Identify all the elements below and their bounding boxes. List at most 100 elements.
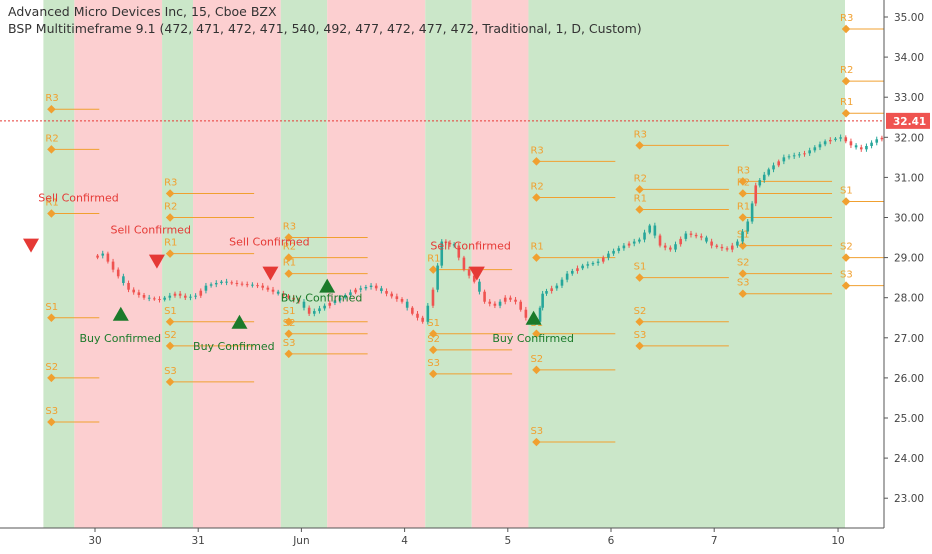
candle-body-64 xyxy=(426,305,430,322)
pivot-label-40: R3 xyxy=(840,13,853,24)
candle-body-131 xyxy=(758,180,762,186)
session-band-5 xyxy=(327,0,426,528)
sell-arrow-icon xyxy=(468,266,485,281)
pivot-label-39: S3 xyxy=(737,278,750,289)
pivot-marker-38 xyxy=(738,269,748,278)
candle-body-110 xyxy=(653,225,657,236)
candle-body-149 xyxy=(849,141,853,146)
pivot-marker-8 xyxy=(165,249,175,258)
price-tick-label-8: 31.00 xyxy=(894,172,924,184)
pivot-label-12: R3 xyxy=(283,222,296,233)
candle-body-26 xyxy=(230,282,234,284)
sell-signal-label-3: Sell Confirmed xyxy=(430,240,510,253)
pivot-marker-6 xyxy=(165,189,175,198)
candle-body-72 xyxy=(462,257,466,270)
pivot-label-5: S3 xyxy=(45,406,58,417)
candle-body-5 xyxy=(122,276,125,283)
candle-body-152 xyxy=(865,145,868,150)
buy-signal-label-7: Buy Confirmed xyxy=(492,332,574,345)
pivot-label-36: R1 xyxy=(737,202,750,213)
sell-signal-label-1: Sell Confirmed xyxy=(110,224,190,237)
candle-body-67 xyxy=(440,241,444,266)
pivot-label-7: R2 xyxy=(164,202,177,213)
pivot-label-4: S2 xyxy=(45,362,58,373)
candle-body-124 xyxy=(725,248,729,250)
pivot-label-19: S1 xyxy=(427,318,440,329)
candle-body-18 xyxy=(189,296,192,298)
candle-body-22 xyxy=(209,284,213,286)
pivot-marker-3 xyxy=(47,313,56,322)
candle-body-135 xyxy=(777,161,780,166)
price-tick-label-3: 26.00 xyxy=(894,373,924,385)
pivot-label-3: S1 xyxy=(45,302,58,313)
candle-body-46 xyxy=(333,300,337,304)
candle-body-44 xyxy=(323,305,326,309)
pivot-label-43: S1 xyxy=(840,185,853,196)
candle-body-13 xyxy=(163,297,166,300)
candle-body-121 xyxy=(710,241,713,246)
time-tick-label-5: 6 xyxy=(608,535,615,547)
candle-body-144 xyxy=(823,141,827,145)
pivot-label-26: S2 xyxy=(530,354,543,365)
candle-body-116 xyxy=(684,233,688,239)
pivot-marker-32 xyxy=(635,317,644,327)
candle-body-9 xyxy=(142,295,146,298)
buy-signal-label-6: Buy Confirmed xyxy=(281,292,363,305)
pivot-marker-31 xyxy=(635,273,644,282)
candle-body-58 xyxy=(395,296,399,300)
candle-body-24 xyxy=(220,281,223,283)
candle-body-130 xyxy=(754,185,758,204)
pivot-label-21: S3 xyxy=(427,358,440,369)
candle-body-32 xyxy=(261,285,264,288)
candle-body-95 xyxy=(576,268,579,271)
pivot-marker-1 xyxy=(47,145,56,154)
pivot-marker-45 xyxy=(841,281,851,290)
pivot-label-8: R1 xyxy=(164,238,177,249)
candle-body-2 xyxy=(106,253,110,262)
candle-body-148 xyxy=(844,137,848,142)
pivot-marker-19 xyxy=(428,329,438,339)
buy-arrow-icon xyxy=(112,306,129,321)
candle-body-66 xyxy=(436,265,439,290)
candle-body-153 xyxy=(870,142,873,146)
price-tick-label-12: 35.00 xyxy=(894,12,924,24)
candle-body-93 xyxy=(565,273,569,280)
candle-body-105 xyxy=(627,243,631,246)
pivot-marker-2 xyxy=(47,209,56,218)
candle-body-39 xyxy=(297,299,301,302)
candle-body-56 xyxy=(385,291,388,294)
time-tick-label-7: 10 xyxy=(831,535,844,547)
candle-body-37 xyxy=(287,295,290,298)
pivot-marker-33 xyxy=(635,341,644,351)
pivot-marker-4 xyxy=(47,373,56,383)
pivot-label-13: R2 xyxy=(283,242,296,253)
price-tick-label-6: 29.00 xyxy=(894,253,924,265)
pivot-label-15: S1 xyxy=(283,306,296,317)
candle-body-90 xyxy=(550,288,553,292)
price-tick-label-9: 32.00 xyxy=(894,132,924,144)
candle-body-35 xyxy=(276,291,280,294)
candle-body-151 xyxy=(859,147,863,150)
candle-body-134 xyxy=(772,165,775,170)
candle-body-115 xyxy=(679,238,682,245)
candle-body-125 xyxy=(730,245,734,250)
pivot-label-9: S1 xyxy=(164,306,177,317)
time-tick-label-1: 31 xyxy=(192,535,205,547)
pivot-label-0: R3 xyxy=(45,93,58,104)
candle-body-108 xyxy=(643,232,646,240)
candle-body-100 xyxy=(601,257,605,262)
pivot-marker-12 xyxy=(284,233,294,242)
session-band-1 xyxy=(74,0,163,528)
candle-body-25 xyxy=(225,281,228,283)
candle-body-126 xyxy=(736,241,739,246)
pivot-label-31: S1 xyxy=(634,262,647,273)
candle-body-30 xyxy=(251,284,254,286)
pivot-marker-27 xyxy=(532,437,541,447)
candle-body-129 xyxy=(750,203,754,222)
candle-body-103 xyxy=(617,248,621,251)
session-band-3 xyxy=(193,0,281,528)
pivot-marker-20 xyxy=(428,345,438,355)
price-tick-label-4: 27.00 xyxy=(894,333,924,345)
